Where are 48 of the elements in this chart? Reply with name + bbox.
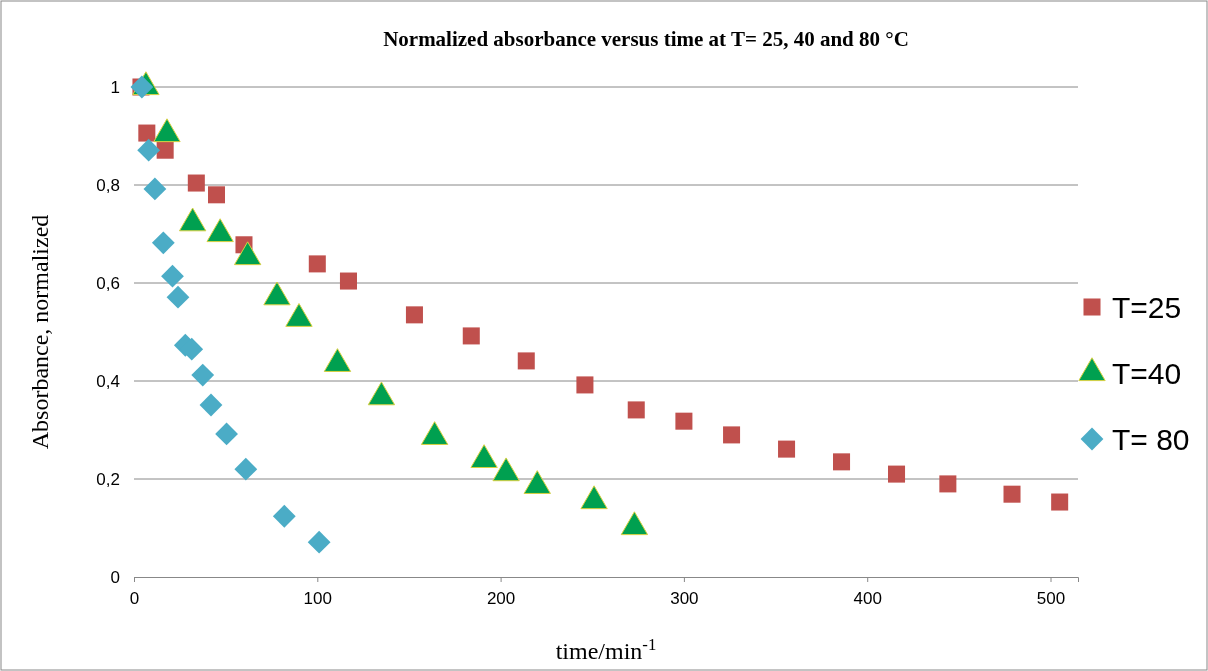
- y-tick-label: 0,6: [96, 273, 120, 293]
- point: [833, 453, 851, 471]
- point: [215, 422, 238, 446]
- point: [405, 306, 423, 324]
- point: [207, 186, 225, 204]
- y-tick-label: 0,8: [96, 175, 120, 195]
- x-tick-label: 100: [303, 588, 332, 608]
- point: [576, 376, 594, 394]
- point: [166, 285, 190, 309]
- point: [199, 393, 223, 417]
- y-tick-label: 1: [110, 77, 120, 97]
- point: [339, 272, 357, 290]
- point: [307, 530, 331, 554]
- x-tick-label: 0: [129, 588, 140, 608]
- point: [191, 363, 215, 387]
- point: [234, 457, 258, 481]
- legend-label: T=25: [1112, 291, 1182, 324]
- chart-title: Normalized absorbance versus time at T= 25, 40 and 80 °C: [383, 27, 909, 51]
- x-tick-label: 300: [670, 588, 699, 608]
- y-tick-label: 0: [110, 567, 120, 587]
- point: [161, 264, 184, 288]
- point: [308, 255, 326, 273]
- legend-label: T=40: [1112, 357, 1182, 390]
- y-axis-title: Absorbance, normalized: [27, 214, 53, 450]
- point: [272, 504, 296, 528]
- point: [138, 124, 156, 142]
- point: [675, 412, 693, 430]
- point: [156, 141, 174, 159]
- point: [1003, 485, 1021, 503]
- point: [627, 401, 645, 419]
- x-tick-label: 400: [853, 588, 882, 608]
- y-tick-label: 0,2: [96, 469, 120, 489]
- point: [939, 475, 957, 493]
- point: [778, 440, 796, 458]
- point: [1051, 493, 1069, 511]
- point: [137, 138, 161, 162]
- point: [151, 231, 175, 255]
- point: [143, 177, 167, 201]
- x-tick-label: 200: [486, 588, 516, 608]
- point: [462, 327, 480, 345]
- x-tick-label: 500: [1036, 588, 1066, 608]
- x-axis-title: time/min$^{-1}$: [555, 634, 657, 664]
- y-tick-label: 0,4: [96, 371, 120, 391]
- point: [187, 174, 205, 192]
- point: [723, 426, 741, 444]
- legend-label: T= 80: [1112, 423, 1190, 456]
- point: [888, 465, 906, 483]
- point: [517, 352, 535, 370]
